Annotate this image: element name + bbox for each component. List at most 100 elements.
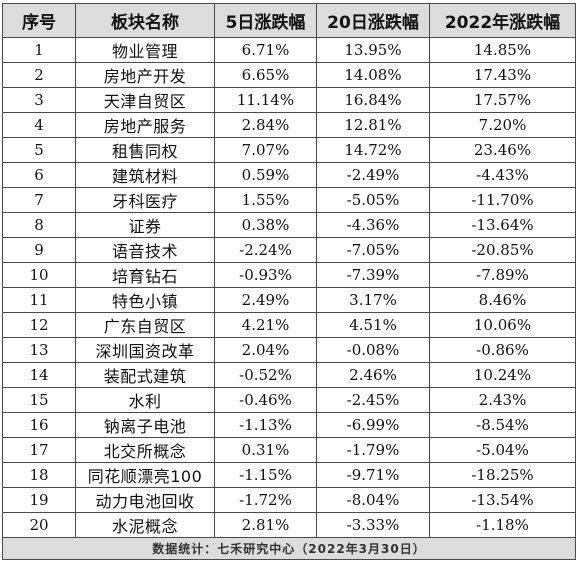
header-sector-name: 板块名称: [75, 3, 215, 38]
cell-sector-name: 天津自贸区: [75, 87, 215, 113]
table-body: 1 物业管理 6.71% 13.95% 14.85% 2 房地产开发 6.65% 14.08% 1…: [2, 37, 576, 538]
cell-sector-name: 牙科医疗: [75, 187, 215, 213]
cell-2022-change: 17.43%: [429, 62, 576, 88]
cell-sector-name: 证券: [75, 212, 215, 238]
cell-5day-change: 11.14%: [214, 87, 317, 113]
cell-sector-name: 语音技术: [75, 237, 215, 263]
cell-sector-name: 水泥概念: [75, 512, 215, 538]
cell-2022-change: 10.24%: [429, 362, 576, 388]
cell-20day-change: 2.46%: [316, 362, 430, 388]
cell-20day-change: 12.81%: [316, 112, 430, 138]
table-row: 3 天津自贸区 11.14% 16.84% 17.57%: [2, 87, 576, 113]
cell-index: 20: [2, 512, 76, 538]
cell-5day-change: 7.07%: [214, 137, 317, 163]
table-row: 9 语音技术 -2.24% -7.05% -20.85%: [2, 237, 576, 263]
cell-2022-change: -7.89%: [429, 262, 576, 288]
cell-sector-name: 北交所概念: [75, 437, 215, 463]
cell-5day-change: -1.72%: [214, 487, 317, 513]
cell-5day-change: 2.49%: [214, 287, 317, 313]
cell-2022-change: 7.20%: [429, 112, 576, 138]
cell-sector-name: 培育钻石: [75, 262, 215, 288]
cell-20day-change: 14.08%: [316, 62, 430, 88]
cell-5day-change: -0.93%: [214, 262, 317, 288]
cell-20day-change: 3.17%: [316, 287, 430, 313]
cell-index: 2: [2, 62, 76, 88]
table-header-row: 序号 板块名称 5日涨跌幅 20日涨跌幅 2022年涨跌幅: [2, 3, 576, 38]
table-row: 15 水利 -0.46% -2.45% 2.43%: [2, 387, 576, 413]
cell-5day-change: 1.55%: [214, 187, 317, 213]
header-2022-change: 2022年涨跌幅: [429, 3, 576, 38]
cell-2022-change: 14.85%: [429, 37, 576, 63]
table-row: 18 同花顺漂亮100 -1.15% -9.71% -18.25%: [2, 462, 576, 488]
cell-20day-change: 16.84%: [316, 87, 430, 113]
cell-20day-change: -7.05%: [316, 237, 430, 263]
header-index: 序号: [2, 3, 76, 38]
table-row: 19 动力电池回收 -1.72% -8.04% -13.54%: [2, 487, 576, 513]
cell-index: 5: [2, 137, 76, 163]
cell-2022-change: -18.25%: [429, 462, 576, 488]
cell-20day-change: 13.95%: [316, 37, 430, 63]
cell-5day-change: -1.13%: [214, 412, 317, 438]
table-row: 1 物业管理 6.71% 13.95% 14.85%: [2, 37, 576, 63]
table-row: 7 牙科医疗 1.55% -5.05% -11.70%: [2, 187, 576, 213]
cell-sector-name: 深圳国资改革: [75, 337, 215, 363]
cell-sector-name: 动力电池回收: [75, 487, 215, 513]
cell-20day-change: -1.79%: [316, 437, 430, 463]
cell-index: 14: [2, 362, 76, 388]
cell-5day-change: 0.59%: [214, 162, 317, 188]
cell-20day-change: -2.49%: [316, 162, 430, 188]
cell-index: 17: [2, 437, 76, 463]
cell-2022-change: 17.57%: [429, 87, 576, 113]
cell-20day-change: -8.04%: [316, 487, 430, 513]
cell-2022-change: -1.18%: [429, 512, 576, 538]
header-5day-change: 5日涨跌幅: [214, 3, 317, 38]
table-row: 17 北交所概念 0.31% -1.79% -5.04%: [2, 437, 576, 463]
cell-20day-change: -7.39%: [316, 262, 430, 288]
cell-20day-change: -5.05%: [316, 187, 430, 213]
cell-sector-name: 装配式建筑: [75, 362, 215, 388]
sector-performance-table-container: 序号 板块名称 5日涨跌幅 20日涨跌幅 2022年涨跌幅 1 物业管理 6.71%…: [2, 3, 576, 560]
cell-2022-change: 2.43%: [429, 387, 576, 413]
cell-2022-change: -13.54%: [429, 487, 576, 513]
cell-2022-change: -20.85%: [429, 237, 576, 263]
cell-5day-change: 0.31%: [214, 437, 317, 463]
table-row: 14 装配式建筑 -0.52% 2.46% 10.24%: [2, 362, 576, 388]
table-row: 5 租售同权 7.07% 14.72% 23.46%: [2, 137, 576, 163]
table-row: 16 钠离子电池 -1.13% -6.99% -8.54%: [2, 412, 576, 438]
cell-20day-change: -2.45%: [316, 387, 430, 413]
cell-2022-change: -4.43%: [429, 162, 576, 188]
table-row: 6 建筑材料 0.59% -2.49% -4.43%: [2, 162, 576, 188]
cell-index: 3: [2, 87, 76, 113]
cell-sector-name: 房地产开发: [75, 62, 215, 88]
cell-20day-change: -6.99%: [316, 412, 430, 438]
cell-sector-name: 建筑材料: [75, 162, 215, 188]
table-row: 4 房地产服务 2.84% 12.81% 7.20%: [2, 112, 576, 138]
data-source-note: 数据统计：七禾研究中心（2022年3月30日）: [2, 537, 576, 560]
cell-sector-name: 同花顺漂亮100: [75, 462, 215, 488]
cell-20day-change: -0.08%: [316, 337, 430, 363]
cell-index: 19: [2, 487, 76, 513]
cell-2022-change: 23.46%: [429, 137, 576, 163]
cell-sector-name: 特色小镇: [75, 287, 215, 313]
sector-performance-table: 序号 板块名称 5日涨跌幅 20日涨跌幅 2022年涨跌幅 1 物业管理 6.71%…: [2, 3, 576, 560]
cell-2022-change: -13.64%: [429, 212, 576, 238]
cell-sector-name: 水利: [75, 387, 215, 413]
cell-5day-change: -0.46%: [214, 387, 317, 413]
cell-5day-change: 6.71%: [214, 37, 317, 63]
cell-sector-name: 广东自贸区: [75, 312, 215, 338]
cell-index: 11: [2, 287, 76, 313]
cell-index: 15: [2, 387, 76, 413]
cell-index: 6: [2, 162, 76, 188]
cell-5day-change: -1.15%: [214, 462, 317, 488]
cell-index: 4: [2, 112, 76, 138]
cell-5day-change: -0.52%: [214, 362, 317, 388]
table-footer-row: 数据统计：七禾研究中心（2022年3月30日）: [2, 537, 576, 560]
cell-20day-change: -3.33%: [316, 512, 430, 538]
cell-index: 13: [2, 337, 76, 363]
cell-index: 7: [2, 187, 76, 213]
table-row: 2 房地产开发 6.65% 14.08% 17.43%: [2, 62, 576, 88]
cell-5day-change: -2.24%: [214, 237, 317, 263]
cell-sector-name: 钠离子电池: [75, 412, 215, 438]
table-row: 20 水泥概念 2.81% -3.33% -1.18%: [2, 512, 576, 538]
cell-5day-change: 4.21%: [214, 312, 317, 338]
